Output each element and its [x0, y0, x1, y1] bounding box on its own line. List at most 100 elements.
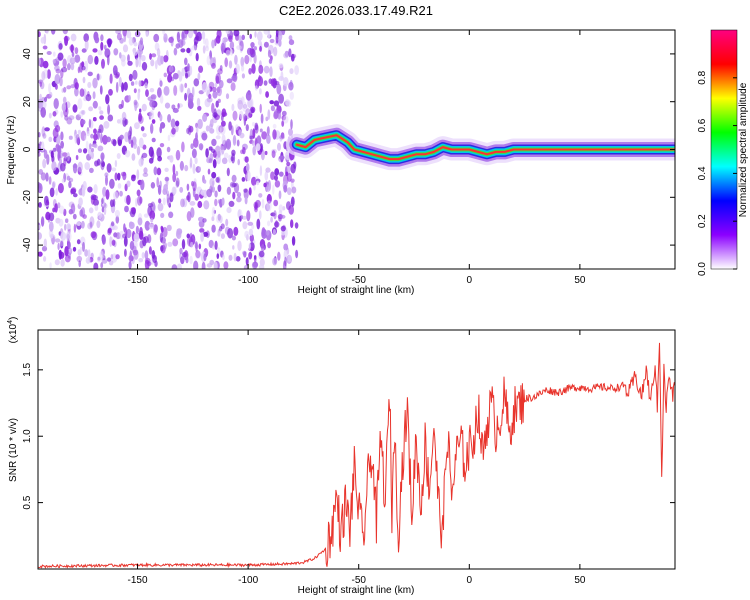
noise-blob — [265, 229, 270, 236]
noise-blob — [103, 206, 107, 216]
noise-blob — [82, 214, 87, 220]
noise-blob — [97, 128, 102, 133]
noise-blob — [48, 221, 54, 232]
noise-blob — [261, 228, 267, 239]
noise-blob — [194, 35, 200, 41]
noise-blob — [201, 132, 208, 141]
noise-blob — [282, 260, 287, 269]
x-tick-label: -50 — [351, 575, 366, 586]
noise-blob — [221, 120, 226, 127]
noise-blob — [123, 32, 127, 43]
colorbar-tick-label: 0.0 — [697, 262, 708, 276]
noise-blob — [278, 76, 285, 81]
noise-blob — [167, 241, 173, 247]
noise-blob — [92, 100, 98, 109]
noise-blob — [176, 31, 180, 43]
noise-blob — [233, 30, 240, 37]
noise-blob — [280, 225, 286, 232]
noise-blob — [151, 250, 156, 259]
noise-blob — [211, 102, 215, 114]
noise-blob — [172, 72, 179, 80]
noise-blob — [93, 143, 98, 149]
noise-blob — [148, 223, 155, 229]
noise-blob — [259, 263, 265, 269]
noise-blob — [272, 228, 276, 236]
noise-blob — [220, 223, 225, 230]
noise-blob — [245, 108, 251, 120]
noise-blob — [224, 57, 228, 68]
noise-blob — [90, 133, 94, 139]
noise-blob — [170, 118, 176, 129]
noise-blob — [270, 105, 275, 112]
noise-blob — [279, 214, 286, 219]
noise-blob — [41, 71, 46, 81]
noise-blob — [190, 143, 194, 150]
x-tick-label: -50 — [351, 275, 366, 286]
noise-blob — [159, 125, 162, 134]
noise-blob — [97, 49, 103, 56]
noise-blob — [102, 134, 108, 145]
noise-blob — [145, 89, 149, 97]
noise-blob — [209, 177, 215, 187]
noise-blob — [229, 181, 236, 188]
noise-blob — [82, 241, 85, 252]
colorbar-ticks: 0.0 0.2 0.4 0.6 0.8 — [697, 70, 737, 276]
noise-blob — [186, 195, 190, 201]
noise-blob — [157, 87, 162, 98]
noise-blob — [294, 222, 299, 229]
noise-blob — [294, 65, 299, 76]
noise-blob — [52, 51, 56, 57]
noise-blob — [142, 236, 147, 247]
noise-blob — [84, 249, 89, 257]
noise-blob — [267, 49, 272, 58]
noise-blob — [153, 33, 160, 43]
noise-blob — [114, 209, 120, 218]
noise-blob — [75, 133, 80, 145]
noise-blob — [199, 228, 205, 233]
noise-blob — [189, 65, 193, 76]
noise-blob — [82, 76, 86, 84]
noise-blob — [97, 256, 101, 261]
noise-blob — [235, 124, 239, 131]
noise-blob — [286, 161, 291, 167]
spectrogram-x-ticks: -150 -100 -50 0 50 — [128, 30, 586, 286]
noise-blob — [176, 228, 183, 235]
noise-blob — [232, 191, 236, 200]
noise-blob — [160, 212, 165, 218]
noise-blob — [112, 139, 117, 147]
noise-blob — [202, 231, 209, 237]
noise-blob — [239, 110, 244, 120]
x-tick-label: -150 — [128, 575, 148, 586]
noise-blob — [133, 88, 137, 94]
noise-blob — [45, 172, 49, 182]
noise-blob — [128, 261, 132, 269]
noise-blob — [179, 247, 183, 255]
noise-blob — [115, 215, 120, 224]
noise-blob — [254, 124, 259, 134]
noise-blob — [179, 186, 184, 193]
noise-blob — [98, 106, 102, 111]
noise-blob — [212, 112, 218, 118]
noise-blob — [259, 165, 263, 177]
noise-blob — [173, 47, 178, 56]
noise-blob — [133, 232, 140, 243]
noise-blob — [143, 167, 148, 175]
noise-blob — [189, 157, 193, 168]
noise-blob — [159, 94, 164, 104]
noise-blob — [142, 144, 147, 150]
noise-blob — [242, 215, 247, 220]
noise-blob — [90, 194, 97, 201]
noise-blob — [169, 192, 174, 203]
noise-blob — [265, 167, 271, 173]
noise-blob — [107, 227, 112, 234]
noise-blob — [228, 200, 235, 207]
noise-blob — [221, 145, 225, 155]
noise-blob — [60, 140, 64, 149]
noise-blob — [138, 112, 143, 122]
noise-blob — [150, 59, 155, 67]
noise-blob — [77, 66, 81, 74]
noise-blob — [58, 218, 64, 227]
noise-blob — [124, 150, 131, 158]
noise-blob — [197, 200, 203, 209]
noise-blob — [54, 65, 60, 71]
